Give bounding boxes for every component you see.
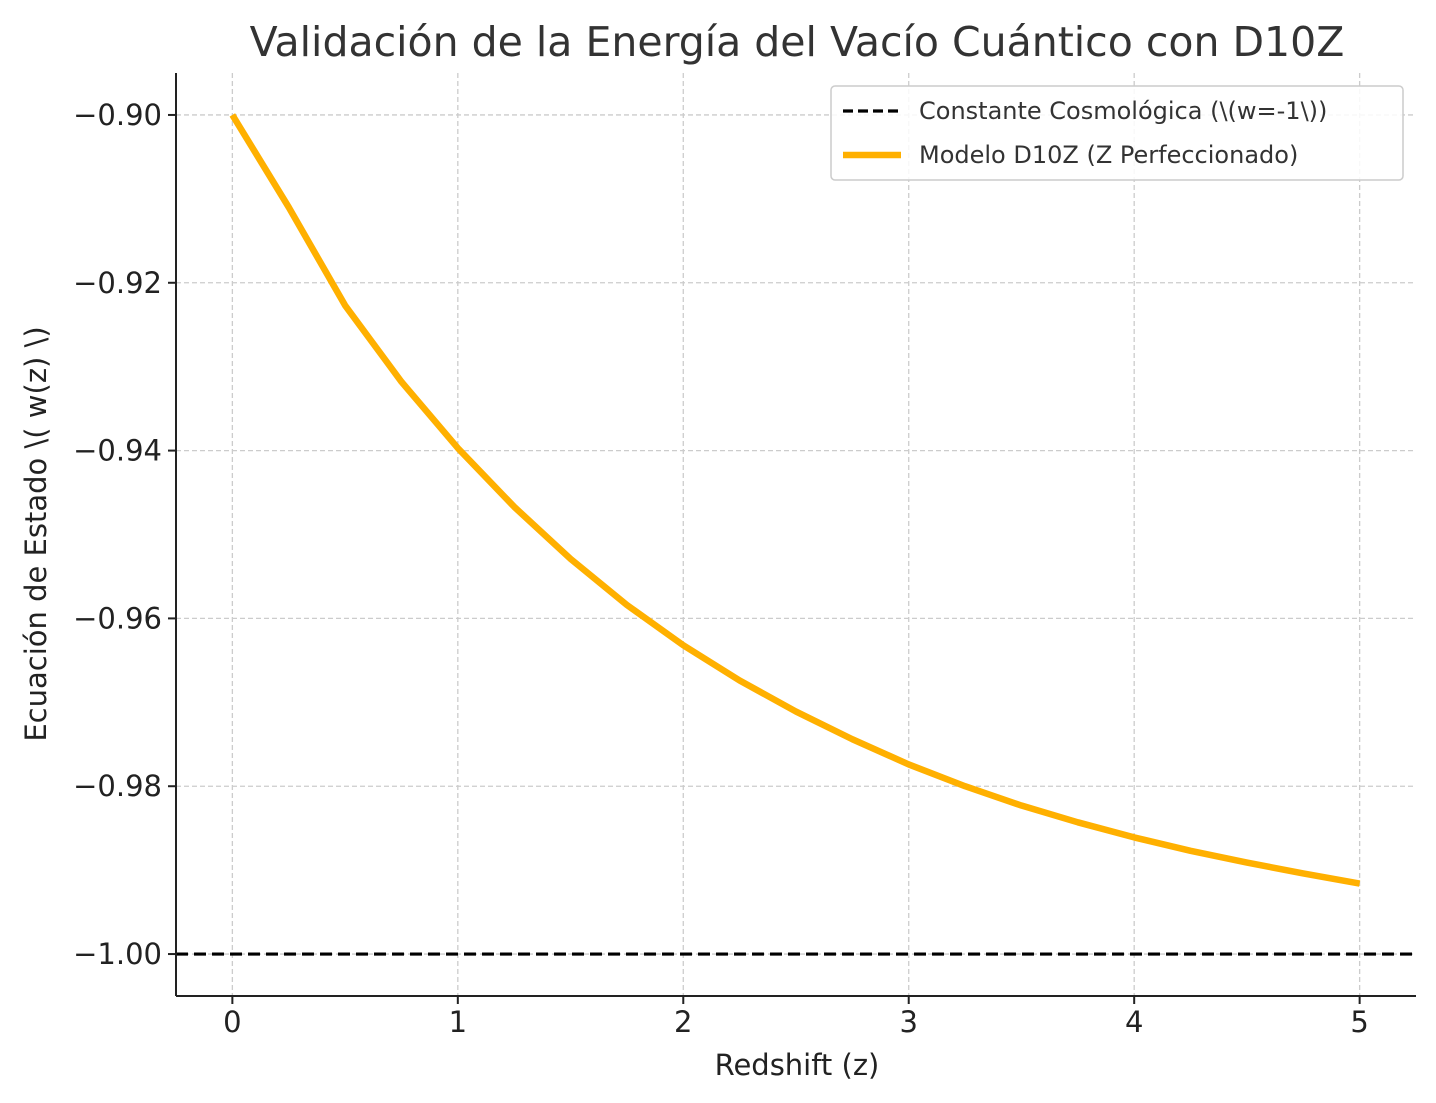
legend-box — [830, 85, 1404, 181]
y-tick-label: −0.90 — [73, 98, 162, 132]
legend-label: Modelo D10Z (Z Perfeccionado) — [919, 141, 1298, 169]
x-tick-label: 3 — [900, 1005, 918, 1039]
y-tick-label: −0.98 — [73, 769, 162, 803]
plot-area — [176, 113, 1416, 956]
tick-labels: 0 1 2 3 4 5 −1.00 −0.98 −0.96 −0.94 −0.92 −0.90 — [73, 98, 1369, 1039]
x-tick-label: 5 — [1350, 1005, 1368, 1039]
y-tick-label: −0.96 — [73, 601, 162, 635]
x-tick-label: 0 — [223, 1005, 241, 1039]
x-axis-label: Redshift (z) — [715, 1048, 880, 1082]
y-tick-label: −0.92 — [73, 266, 162, 300]
axes — [168, 73, 1416, 1004]
y-axis-label: Ecuación de Estado \( w(z) \) — [19, 326, 53, 741]
x-tick-label: 2 — [674, 1005, 692, 1039]
x-tick-label: 4 — [1125, 1005, 1143, 1039]
legend-label: Constante Cosmológica (\(w=-1\)) — [919, 97, 1327, 125]
legend: Constante Cosmológica (\(w=-1\)) Modelo D… — [830, 85, 1404, 181]
model-line — [229, 113, 1361, 887]
chart-title: Validación de la Energía del Vacío Cuánt… — [250, 18, 1345, 66]
y-tick-label: −0.94 — [73, 434, 162, 468]
y-tick-label: −1.00 — [73, 937, 162, 971]
x-tick-label: 1 — [449, 1005, 467, 1039]
